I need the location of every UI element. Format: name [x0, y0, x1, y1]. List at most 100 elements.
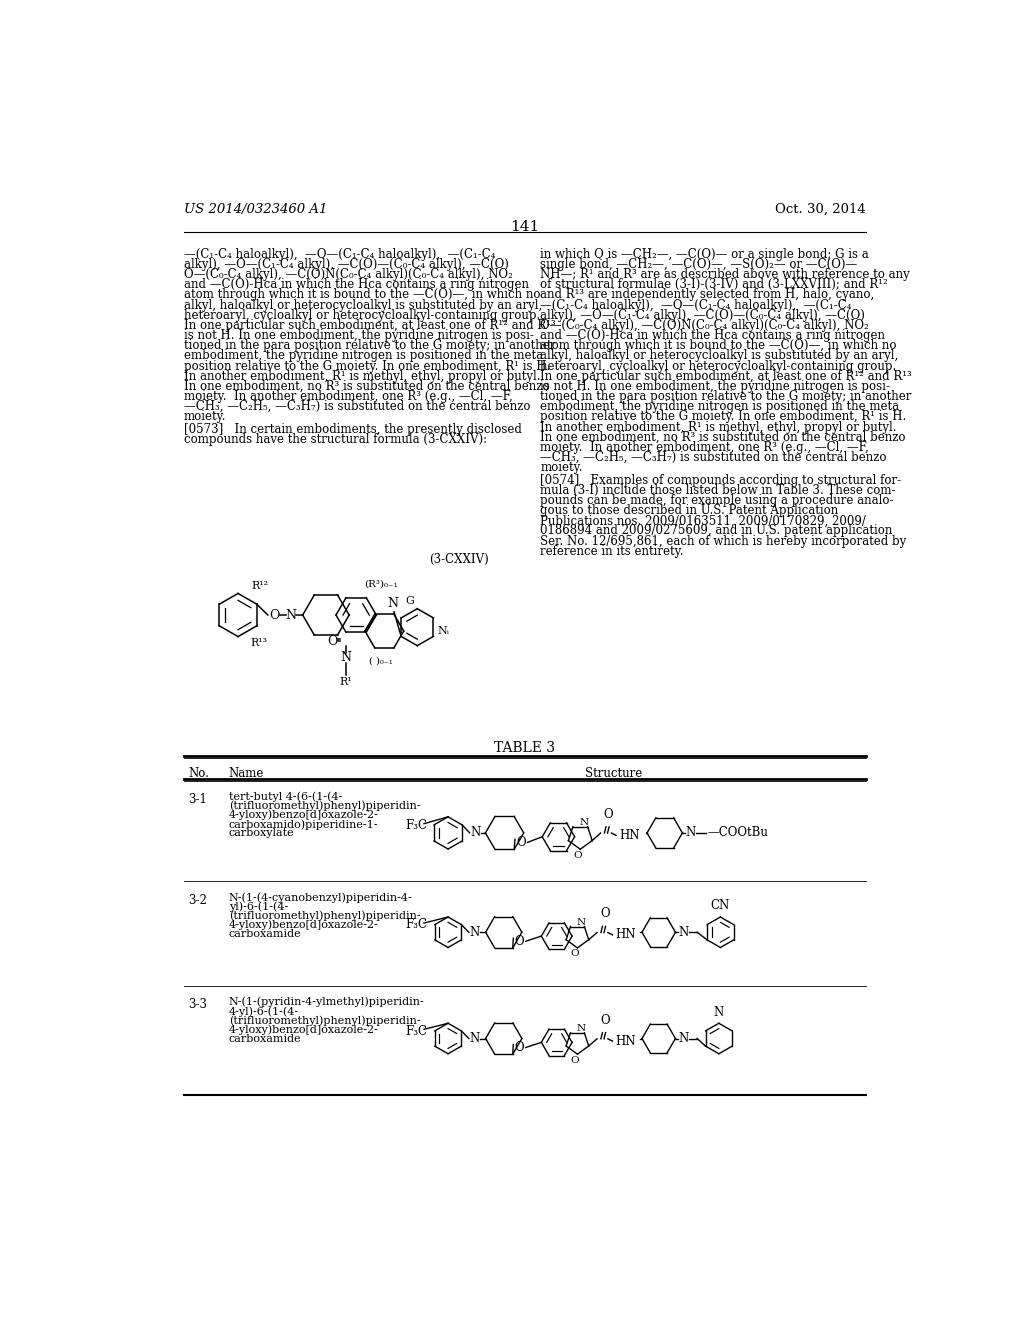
Text: 4-yloxy)benzo[d]oxazole-2-: 4-yloxy)benzo[d]oxazole-2- — [228, 920, 379, 931]
Text: G: G — [404, 595, 414, 606]
Text: N-(1-(4-cyanobenzyl)piperidin-4-: N-(1-(4-cyanobenzyl)piperidin-4- — [228, 892, 413, 903]
Text: heteroaryl, cycloalkyl or heterocycloalkyl-containing group.: heteroaryl, cycloalkyl or heterocycloalk… — [541, 359, 897, 372]
Text: 3-3: 3-3 — [188, 998, 208, 1011]
Text: O: O — [516, 836, 526, 849]
Text: tioned in the para position relative to the G moiety; in another: tioned in the para position relative to … — [541, 389, 911, 403]
Text: In another embodiment, R¹ is methyl, ethyl, propyl or butyl.: In another embodiment, R¹ is methyl, eth… — [183, 370, 541, 383]
Text: N: N — [470, 826, 480, 840]
Text: Name: Name — [228, 767, 264, 780]
Text: N: N — [469, 925, 479, 939]
Text: yl)-6-(1-(4-: yl)-6-(1-(4- — [228, 902, 288, 912]
Text: F₃C: F₃C — [406, 818, 427, 832]
Text: and —C(O)-Hca in which the Hca contains a ring nitrogen: and —C(O)-Hca in which the Hca contains … — [183, 279, 528, 292]
Text: In one particular such embodiment, at least one of R¹² and R¹³: In one particular such embodiment, at le… — [183, 319, 556, 331]
Text: moiety.  In another embodiment, one R³ (e.g., —Cl, —F,: moiety. In another embodiment, one R³ (e… — [541, 441, 869, 454]
Text: US 2014/0323460 A1: US 2014/0323460 A1 — [183, 203, 328, 216]
Text: is not H. In one embodiment, the pyridine nitrogen is posi-: is not H. In one embodiment, the pyridin… — [183, 329, 534, 342]
Text: [0573]   In certain embodiments, the presently disclosed: [0573] In certain embodiments, the prese… — [183, 422, 521, 436]
Text: 0186894 and 2009/0275609, and in U.S. patent application: 0186894 and 2009/0275609, and in U.S. pa… — [541, 524, 893, 537]
Text: N-(1-(pyridin-4-ylmethyl)piperidin-: N-(1-(pyridin-4-ylmethyl)piperidin- — [228, 997, 425, 1007]
Text: mula (3-I) include those listed below in Table 3. These com-: mula (3-I) include those listed below in… — [541, 484, 896, 496]
Text: carboxamide: carboxamide — [228, 929, 301, 939]
Text: alkyl), —O—(C₁-C₄ alkyl), —C(O)—(C₀-C₄ alkyl), —C(O): alkyl), —O—(C₁-C₄ alkyl), —C(O)—(C₀-C₄ a… — [183, 257, 509, 271]
Text: heteroaryl, cycloalkyl or heterocycloalkyl-containing group.: heteroaryl, cycloalkyl or heterocycloalk… — [183, 309, 540, 322]
Text: TABLE 3: TABLE 3 — [495, 741, 555, 755]
Text: moiety.: moiety. — [541, 461, 583, 474]
Text: is not H. In one embodiment, the pyridine nitrogen is posi-: is not H. In one embodiment, the pyridin… — [541, 380, 890, 393]
Text: R¹²: R¹² — [251, 581, 268, 591]
Text: No.: No. — [188, 767, 209, 780]
Text: compounds have the structural formula (3-CXXIV):: compounds have the structural formula (3… — [183, 433, 487, 446]
Text: 3-1: 3-1 — [188, 793, 207, 807]
Text: Nᵢ: Nᵢ — [437, 626, 450, 636]
Text: 3-2: 3-2 — [188, 894, 207, 907]
Text: O: O — [572, 851, 582, 859]
Text: 4-yl)-6-(1-(4-: 4-yl)-6-(1-(4- — [228, 1006, 299, 1016]
Text: (R³)₀₋₁: (R³)₀₋₁ — [364, 579, 397, 589]
Text: moiety.  In another embodiment, one R³ (e.g., —Cl, —F,: moiety. In another embodiment, one R³ (e… — [183, 389, 513, 403]
Text: N: N — [685, 826, 695, 840]
Text: atom through which it is bound to the —C(O)—, in which no: atom through which it is bound to the —C… — [183, 288, 541, 301]
Text: and —C(O)-Hca in which the Hca contains a ring nitrogen: and —C(O)-Hca in which the Hca contains … — [541, 329, 886, 342]
Text: alkyl, haloalkyl or heterocycloalkyl is substituted by an aryl,: alkyl, haloalkyl or heterocycloalkyl is … — [541, 350, 898, 363]
Text: O: O — [515, 935, 524, 948]
Text: R¹: R¹ — [340, 677, 352, 688]
Text: O: O — [600, 907, 609, 920]
Text: N: N — [678, 925, 688, 939]
Text: Oct. 30, 2014: Oct. 30, 2014 — [775, 203, 866, 216]
Text: N: N — [341, 652, 351, 664]
Text: In one embodiment, no R³ is substituted on the central benzo: In one embodiment, no R³ is substituted … — [183, 380, 549, 393]
Text: Ser. No. 12/695,861, each of which is hereby incorporated by: Ser. No. 12/695,861, each of which is he… — [541, 535, 906, 548]
Text: reference in its entirety.: reference in its entirety. — [541, 545, 684, 558]
Text: position relative to the G moiety. In one embodiment, R¹ is H.: position relative to the G moiety. In on… — [183, 359, 550, 372]
Text: —CH₃, —C₂H₅, —C₃H₇) is substituted on the central benzo: —CH₃, —C₂H₅, —C₃H₇) is substituted on th… — [183, 400, 530, 413]
Text: (trifluoromethyl)phenyl)piperidin-: (trifluoromethyl)phenyl)piperidin- — [228, 800, 421, 812]
Text: In one particular such embodiment, at least one of R¹² and R¹³: In one particular such embodiment, at le… — [541, 370, 912, 383]
Text: O—(C₀-C₄ alkyl), —C(O)N(C₀-C₄ alkyl)(C₀-C₄ alkyl), NO₂: O—(C₀-C₄ alkyl), —C(O)N(C₀-C₄ alkyl)(C₀-… — [183, 268, 513, 281]
Text: embodiment, the pyridine nitrogen is positioned in the meta: embodiment, the pyridine nitrogen is pos… — [183, 350, 543, 363]
Text: —CH₃, —C₂H₅, —C₃H₇) is substituted on the central benzo: —CH₃, —C₂H₅, —C₃H₇) is substituted on th… — [541, 451, 887, 465]
Text: of structural formulae (3-I)-(3-IV) and (3-LXXVIII); and R¹²: of structural formulae (3-I)-(3-IV) and … — [541, 279, 888, 292]
Text: —(C₁-C₄ haloalkyl),  —O—(C₁-C₄ haloalkyl),  —(C₁-C₄: —(C₁-C₄ haloalkyl), —O—(C₁-C₄ haloalkyl)… — [541, 298, 852, 312]
Text: —(C₁-C₄ haloalkyl),  —O—(C₁-C₄ haloalkyl),  —(C₁-C₄: —(C₁-C₄ haloalkyl), —O—(C₁-C₄ haloalkyl)… — [183, 248, 496, 261]
Text: HN: HN — [620, 829, 640, 842]
Text: embodiment, the pyridine nitrogen is positioned in the meta: embodiment, the pyridine nitrogen is pos… — [541, 400, 899, 413]
Text: O—(C₀-C₄ alkyl), —C(O)N(C₀-C₄ alkyl)(C₀-C₄ alkyl), NO₂: O—(C₀-C₄ alkyl), —C(O)N(C₀-C₄ alkyl)(C₀-… — [541, 319, 869, 331]
Text: 141: 141 — [510, 220, 540, 234]
Text: atom through which it is bound to the —C(O)—, in which no: atom through which it is bound to the —C… — [541, 339, 897, 352]
Text: F₃C: F₃C — [406, 1024, 427, 1038]
Text: carboxamido)piperidine-1-: carboxamido)piperidine-1- — [228, 818, 378, 830]
Text: O: O — [327, 635, 337, 648]
Text: N: N — [577, 1024, 586, 1034]
Text: N: N — [580, 818, 589, 826]
Text: NH—; R¹ and R³ are as described above with reference to any: NH—; R¹ and R³ are as described above wi… — [541, 268, 910, 281]
Text: (trifluoromethyl)phenyl)piperidin-: (trifluoromethyl)phenyl)piperidin- — [228, 1015, 421, 1026]
Text: tioned in the para position relative to the G moiety; in another: tioned in the para position relative to … — [183, 339, 555, 352]
Text: In one embodiment, no R³ is substituted on the central benzo: In one embodiment, no R³ is substituted … — [541, 430, 906, 444]
Text: and R¹³ are independently selected from H, halo, cyano,: and R¹³ are independently selected from … — [541, 288, 874, 301]
Text: ( )₀₋₁: ( )₀₋₁ — [369, 656, 392, 665]
Text: carboxylate: carboxylate — [228, 829, 294, 838]
Text: N: N — [714, 1006, 724, 1019]
Text: 4-yloxy)benzo[d]oxazole-2-: 4-yloxy)benzo[d]oxazole-2- — [228, 810, 379, 821]
Text: In another embodiment, R¹ is methyl, ethyl, propyl or butyl.: In another embodiment, R¹ is methyl, eth… — [541, 421, 897, 433]
Text: N: N — [286, 609, 297, 622]
Text: alkyl), —O—(C₁-C₄ alkyl), —C(O)—(C₀-C₄ alkyl), —C(O): alkyl), —O—(C₁-C₄ alkyl), —C(O)—(C₀-C₄ a… — [541, 309, 865, 322]
Text: [0574]   Examples of compounds according to structural for-: [0574] Examples of compounds according t… — [541, 474, 901, 487]
Text: Publications nos. 2009/0163511, 2009/0170829, 2009/: Publications nos. 2009/0163511, 2009/017… — [541, 515, 866, 527]
Text: gous to those described in U.S. Patent Application: gous to those described in U.S. Patent A… — [541, 504, 839, 517]
Text: (trifluoromethyl)phenyl)piperidin-: (trifluoromethyl)phenyl)piperidin- — [228, 911, 421, 921]
Text: F₃C: F₃C — [406, 919, 427, 932]
Text: N: N — [387, 597, 398, 610]
Text: alkyl, haloalkyl or heterocycloalkyl is substituted by an aryl,: alkyl, haloalkyl or heterocycloalkyl is … — [183, 298, 542, 312]
Text: O: O — [603, 808, 613, 821]
Text: position relative to the G moiety. In one embodiment, R¹ is H.: position relative to the G moiety. In on… — [541, 411, 906, 424]
Text: O: O — [570, 1056, 579, 1065]
Text: O: O — [600, 1014, 609, 1027]
Text: N: N — [577, 917, 586, 927]
Text: —COOtBu: —COOtBu — [708, 826, 768, 840]
Text: (3-CXXIV): (3-CXXIV) — [429, 553, 488, 566]
Text: moiety.: moiety. — [183, 411, 226, 424]
Text: N: N — [469, 1032, 479, 1045]
Text: N: N — [678, 1032, 688, 1045]
